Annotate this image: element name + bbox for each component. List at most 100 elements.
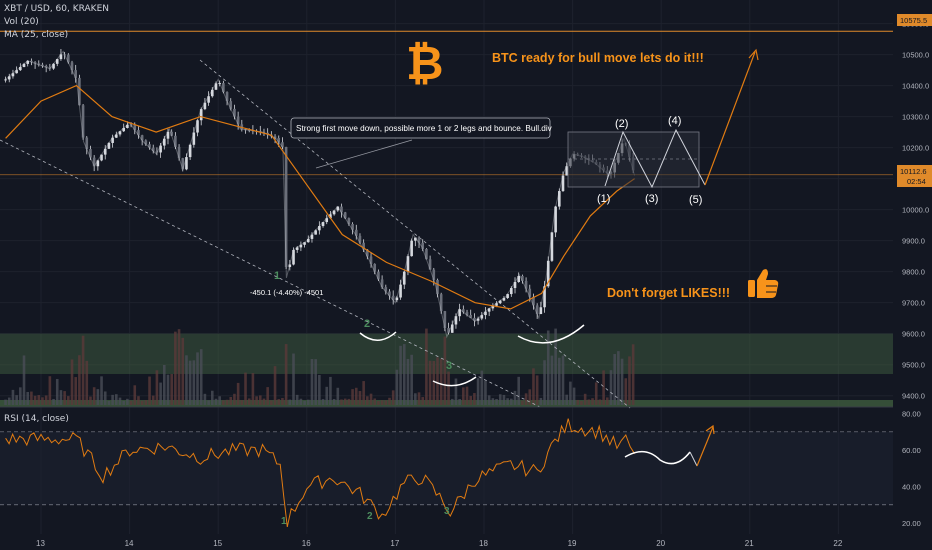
candle-body	[295, 247, 299, 250]
candle-body	[454, 316, 458, 325]
note-box[interactable]	[290, 117, 551, 139]
candle-body	[59, 54, 63, 60]
upper-trendline[interactable]	[199, 59, 631, 409]
volume-bar	[439, 358, 443, 405]
volume-bar	[410, 354, 413, 405]
candle-body	[321, 222, 325, 227]
volume-bar	[543, 360, 546, 405]
volume-bar	[48, 376, 52, 405]
volume-bar	[15, 395, 18, 405]
price-tick-label: 9900.0	[902, 237, 925, 246]
price-tick-label: 10500.0	[902, 51, 929, 60]
time-axis[interactable]: 13 14 15 16 17 18 19 20 21 22	[0, 534, 932, 550]
volume-bar	[100, 376, 103, 405]
volume-bar	[174, 331, 177, 405]
lower-trendline[interactable]	[0, 139, 541, 408]
volume-bar	[203, 393, 207, 405]
volume-bar	[33, 395, 37, 405]
range-box[interactable]	[567, 131, 700, 188]
candle-body	[55, 59, 59, 64]
candle-body	[532, 296, 535, 306]
candle-body	[129, 124, 133, 126]
bitcoin-logo-icon: ₿	[406, 36, 444, 90]
price-tick-label: 10300.0	[902, 113, 929, 122]
volume-bar	[89, 396, 92, 405]
ma-legend[interactable]: MA (25, close)	[4, 30, 69, 40]
price-tick-label: 9600.0	[902, 330, 925, 339]
volume-bar	[402, 344, 406, 405]
projected-bull-arrow[interactable]	[704, 51, 756, 186]
projected-wave-path[interactable]	[604, 128, 706, 189]
candle-body	[122, 127, 125, 132]
rsi-projection-arrowhead	[705, 424, 715, 435]
volume-bar	[214, 398, 218, 405]
volume-bar	[210, 390, 214, 405]
countdown-text: 02:54	[907, 177, 926, 186]
symbol-legend[interactable]: XBT / USD, 60, KRAKEN	[4, 4, 109, 14]
volume-bar	[569, 381, 572, 405]
candle-body	[26, 60, 30, 64]
volume-bars	[4, 328, 635, 405]
candle-body	[4, 79, 7, 81]
volume-bar	[115, 394, 118, 405]
candle-body	[11, 73, 15, 77]
candle-body	[524, 280, 528, 289]
candle-body	[325, 218, 329, 223]
volume-bar	[572, 387, 576, 405]
projected-bull-arrowhead	[748, 48, 759, 61]
volume-bar	[609, 370, 613, 405]
candle-body	[558, 191, 561, 207]
rsi-tick-label: 60.00	[902, 446, 921, 455]
volume-bar	[284, 344, 288, 405]
volume-bar	[262, 398, 266, 405]
volume-bar	[37, 395, 41, 405]
rsi-axis[interactable]: 20.00 40.00 60.00 80.00	[902, 410, 921, 528]
volume-bar	[425, 328, 428, 405]
volume-bar	[266, 387, 269, 405]
candle-body	[92, 157, 96, 167]
volume-bar	[495, 398, 498, 405]
candle-body	[192, 132, 196, 145]
volume-bar	[118, 397, 122, 405]
candle-body	[510, 288, 513, 295]
rsi-legend[interactable]: RSI (14, close)	[4, 414, 69, 424]
candle-body	[19, 67, 22, 71]
volume-bar	[391, 390, 395, 405]
volume-bar	[155, 370, 159, 405]
candle-body	[395, 297, 399, 301]
volume-bar	[63, 391, 66, 405]
current-price-text: 10112.6	[900, 167, 927, 176]
candle-body	[247, 129, 251, 131]
volume-bar	[30, 391, 33, 405]
rsi-projection-line[interactable]	[689, 451, 698, 467]
volume-bar	[414, 393, 417, 405]
time-tick-label: 16	[302, 539, 311, 548]
bottom-curve-2	[359, 331, 397, 341]
volume-legend[interactable]: Vol (20)	[4, 17, 39, 27]
rsi-count-label-1: 1	[281, 516, 287, 527]
resistance-line	[0, 30, 932, 176]
time-tick-label: 13	[36, 539, 45, 548]
candle-body	[487, 308, 491, 312]
candle-body	[391, 295, 395, 301]
price-axis[interactable]: 9400.0 9500.0 9600.0 9700.0 9800.0 9900.0 1000…	[893, 0, 932, 550]
candle-body	[428, 259, 432, 270]
bottom-curve-main	[517, 324, 585, 344]
candle-body	[347, 218, 351, 224]
volume-bar	[613, 354, 616, 405]
volume-bar	[122, 400, 125, 405]
volume-bar	[480, 370, 484, 405]
time-tick-label: 18	[479, 539, 488, 548]
time-tick-label: 14	[125, 539, 134, 548]
volume-bar	[546, 330, 550, 405]
candle-body	[399, 284, 402, 298]
rsi-projection-arrow[interactable]	[696, 426, 714, 467]
volume-bar	[144, 400, 148, 405]
volume-bar	[277, 399, 281, 405]
volume-bar	[487, 395, 491, 405]
rsi-projection-curve[interactable]	[624, 451, 691, 465]
volume-bar	[565, 394, 568, 405]
candle-body	[37, 63, 41, 65]
volume-bar	[535, 375, 539, 405]
